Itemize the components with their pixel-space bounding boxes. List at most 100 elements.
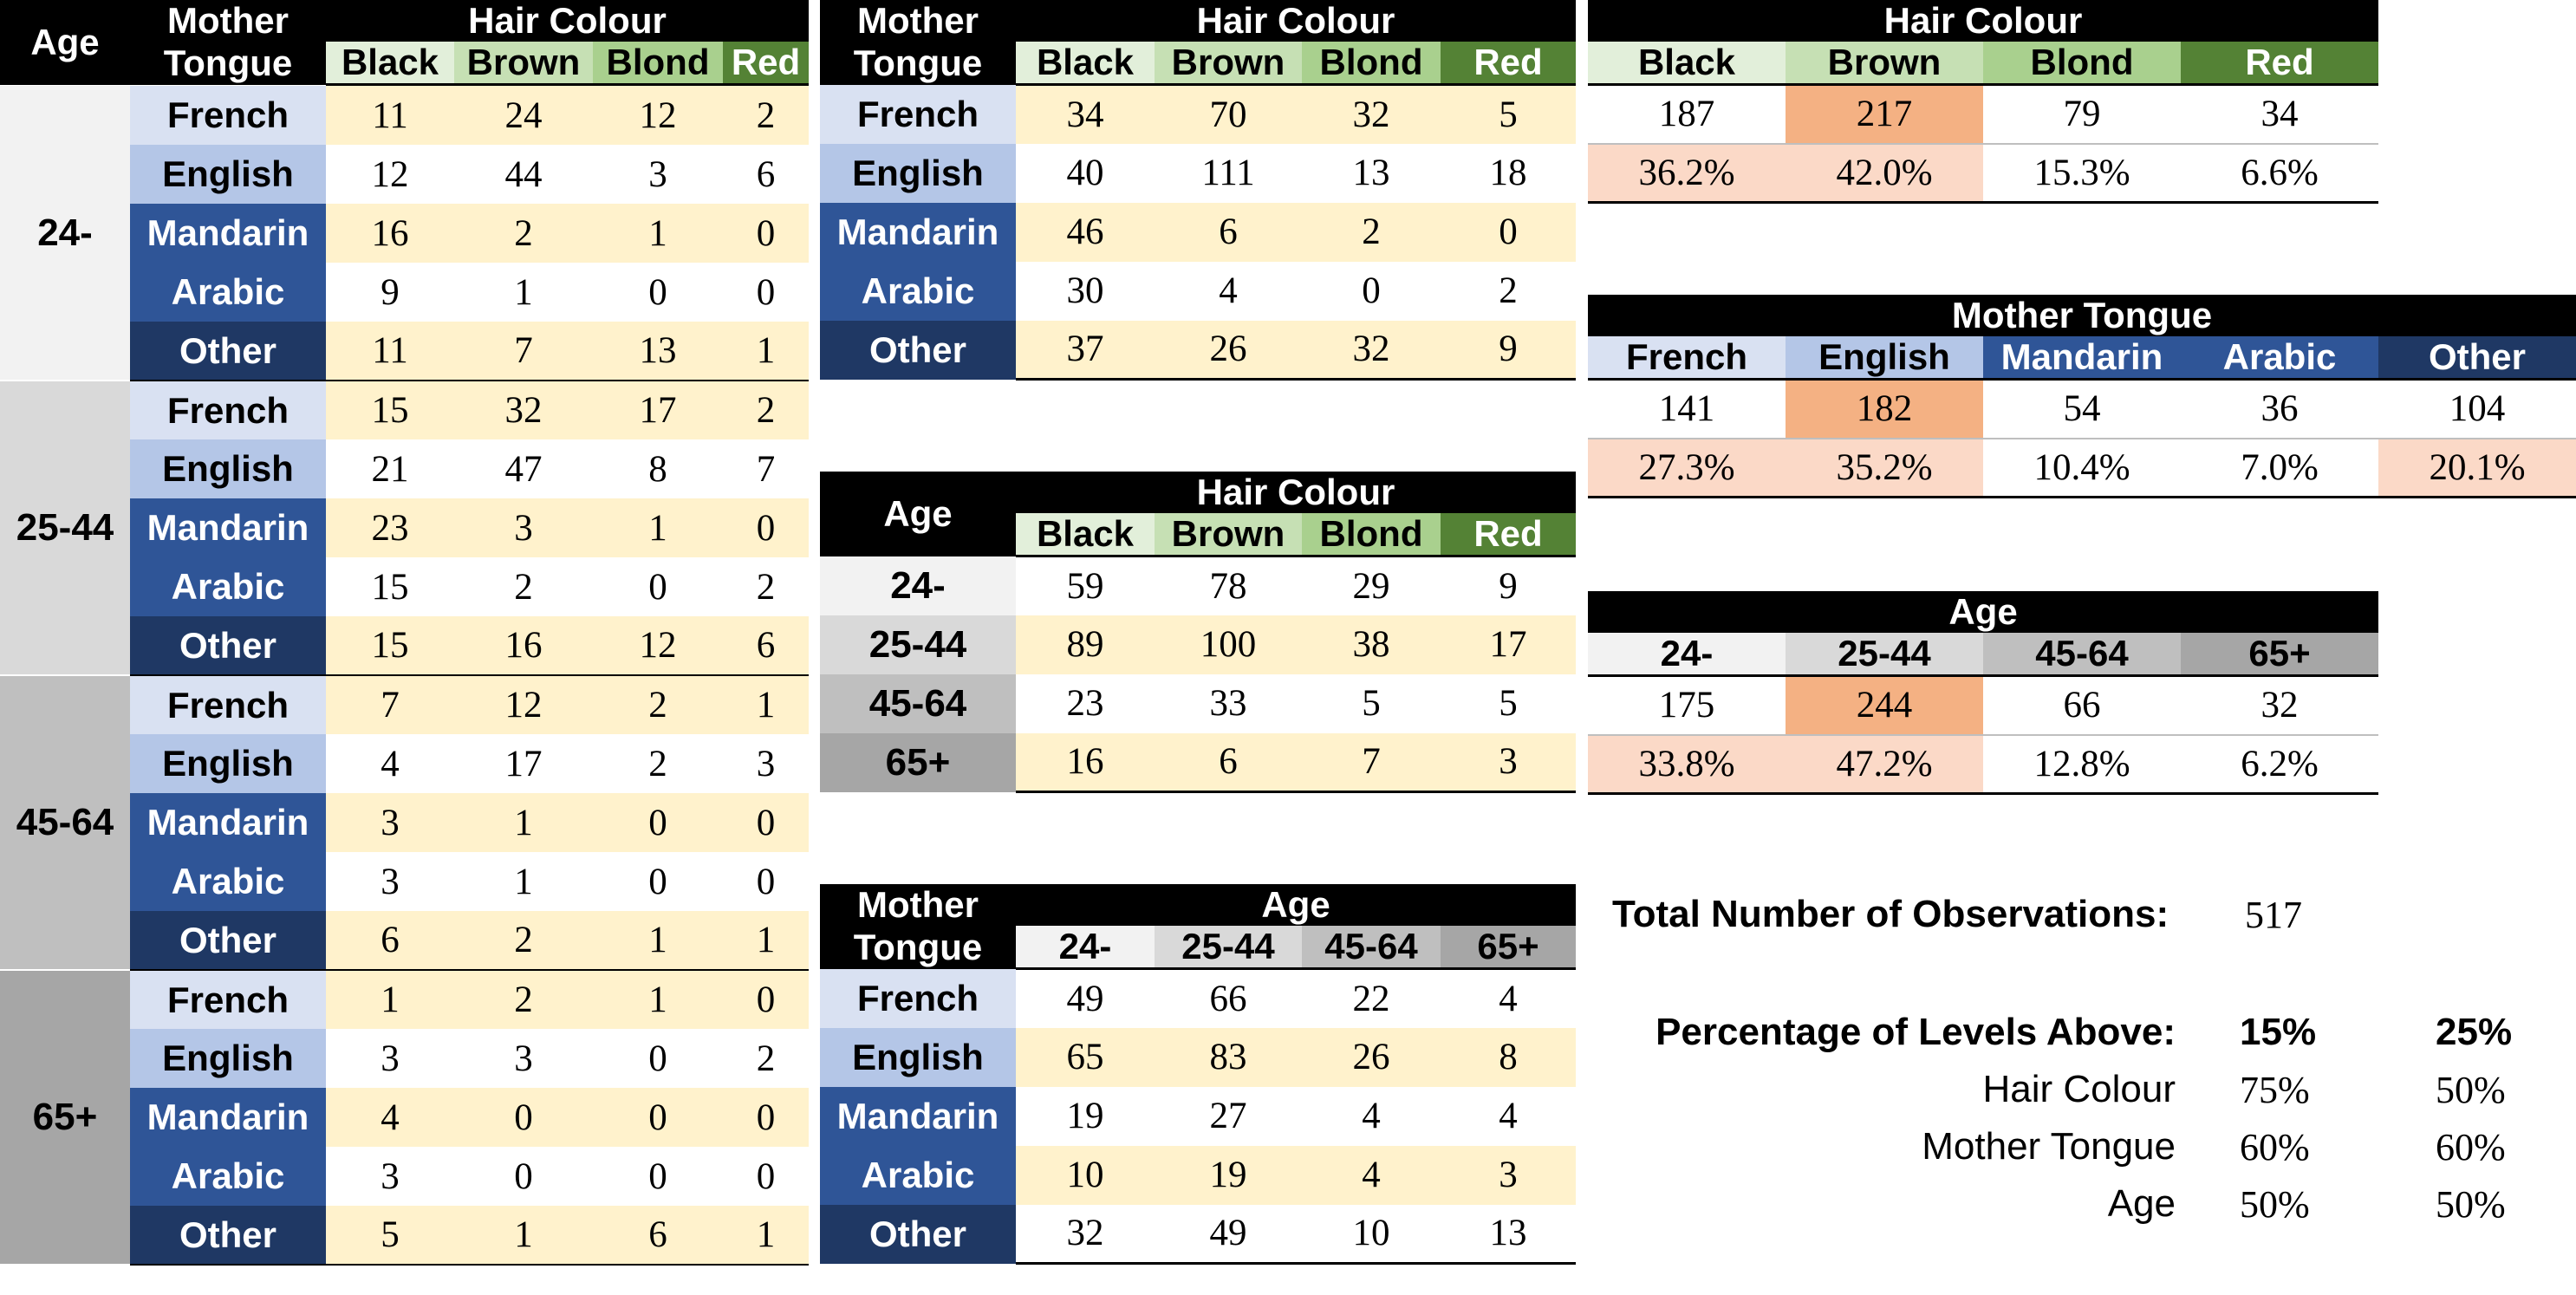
mother-tongue-header-line2: Tongue	[820, 42, 1016, 85]
total-header-arabic: Arabic	[2181, 336, 2378, 381]
cell-value: 6	[593, 1206, 723, 1266]
table-row: Mandarin 19 27 4 4	[820, 1086, 1576, 1146]
row-label-arabic: Arabic	[130, 557, 326, 616]
cell-value: 16	[1016, 732, 1155, 793]
hair-colour-header: Hair Colour	[1016, 0, 1576, 42]
age-count-45-64: 66	[1983, 675, 2181, 736]
cell-value: 4	[326, 1088, 454, 1147]
row-label-arabic: Arabic	[130, 852, 326, 911]
table-row: Other 32 49 10 13	[820, 1204, 1577, 1265]
cell-value: 9	[1441, 320, 1576, 381]
cell-value: 2	[1302, 202, 1441, 262]
table-row: Arabic 10 19 4 3	[820, 1145, 1577, 1205]
cell-value: 4	[1302, 1145, 1441, 1205]
age-pct-65: 6.2%	[2181, 734, 2379, 795]
col-header-age-65: 65+	[1441, 926, 1577, 970]
col-header-blond: Blond	[1302, 513, 1441, 557]
row-label-mandarin: Mandarin	[820, 202, 1016, 262]
cell-value: 0	[593, 793, 723, 852]
cell-value: 33	[1209, 683, 1247, 724]
table-row: Mandarin 3 1 0 0	[0, 793, 809, 852]
tongue-pct-french: 27.3%	[1588, 438, 1786, 498]
total-header-age-65: 65+	[2181, 633, 2379, 677]
cell-value: 1	[593, 204, 723, 263]
cell-value: 0	[1362, 270, 1381, 311]
col-header-blond: Blond	[593, 42, 723, 86]
hair-pct-brown: 42.0%	[1786, 143, 1983, 204]
row-label-english: English	[130, 145, 326, 204]
cell-value: 3	[381, 861, 400, 902]
cell-value: 1	[593, 911, 723, 971]
cell-value: 0	[648, 861, 667, 902]
hair-count-brown: 217	[1786, 84, 1983, 145]
cell-value: 0	[756, 271, 776, 313]
cell-value: 12	[593, 616, 723, 676]
cell-value: 18	[1489, 153, 1527, 193]
table-row: 45-64 23 33 5 5	[820, 674, 1576, 733]
col-header-brown: Brown	[1155, 42, 1302, 86]
table-row: 45-64 French 7 12 2 1	[0, 675, 809, 971]
mother-tongue-header-line2: Tongue	[130, 42, 326, 85]
cell-value: 44	[504, 153, 543, 195]
age-count-25-44: 244	[1786, 675, 1983, 736]
table-row: Mandarin 16 2 1 0	[0, 204, 809, 263]
hair-colour-totals: Hair Colour Black Brown Blond Red 187 21…	[1588, 0, 2378, 204]
cell-value: 0	[1441, 202, 1576, 262]
table-row: English 21 47 8 7	[0, 439, 809, 498]
mother-tongue-header-line1: Mother	[820, 884, 1016, 926]
total-header-other: Other	[2378, 336, 2576, 381]
row-label-french: French	[820, 968, 1016, 1028]
age-pct-25-44: 47.2%	[1786, 734, 1983, 795]
cell-value: 46	[1016, 202, 1155, 262]
cell-value: 4	[381, 743, 400, 784]
cell-value: 83	[1155, 1027, 1302, 1087]
cell-value: 12	[593, 86, 723, 145]
cell-value: 6	[756, 153, 776, 195]
summary-label-hair-colour: Hair Colour	[1982, 1068, 2176, 1110]
col-header-age-24: 24-	[1016, 926, 1155, 970]
cell-value: 6	[1155, 202, 1302, 262]
cell-value: 1	[514, 861, 533, 902]
row-label-english: English	[820, 1027, 1016, 1087]
cell-value: 4	[1219, 270, 1238, 311]
table-row: 25-44 89 100 38 17	[820, 615, 1576, 674]
cell-value: 1	[514, 271, 533, 313]
threshold-25: 25%	[2436, 1011, 2513, 1053]
table-row: Other 15 16 12 6	[0, 616, 809, 676]
table-row: Arabic 15 2 0 2	[0, 557, 809, 616]
col-header-age-45-64: 45-64	[1302, 926, 1441, 970]
table-row: 65+ 16 6 7 3	[820, 732, 1576, 793]
cell-value: 21	[371, 448, 409, 490]
total-header-age-45-64: 45-64	[1983, 633, 2181, 677]
cell-value: 32	[454, 381, 593, 439]
tongue-count-mandarin: 54	[1983, 379, 2181, 439]
total-header-blond: Blond	[1983, 42, 2181, 86]
hair-pct-black: 36.2%	[1588, 143, 1786, 204]
cell-value: 0	[648, 566, 667, 608]
age-group-label-24: 24-	[0, 86, 130, 381]
hair-pct-red: 6.6%	[2181, 143, 2378, 204]
cell-value: 3	[648, 153, 667, 195]
cell-value: 26	[1302, 1027, 1441, 1087]
col-header-red: Red	[1441, 513, 1576, 557]
cell-value: 3	[454, 498, 593, 557]
tongue-pct-arabic: 7.0%	[2181, 438, 2378, 498]
summary-hair-25: 50%	[2436, 1069, 2506, 1111]
cell-value: 9	[1499, 565, 1518, 607]
summary-tongue-25: 60%	[2436, 1126, 2506, 1168]
age-count-65: 32	[2181, 675, 2379, 736]
tongue-pct-mandarin: 10.4%	[1983, 438, 2181, 498]
cell-value: 6	[723, 616, 809, 676]
age-group-label-65: 65+	[0, 970, 130, 1266]
tongue-pct-english: 35.2%	[1786, 438, 1983, 498]
cell-value: 1	[593, 970, 723, 1029]
row-label-mandarin: Mandarin	[130, 498, 326, 557]
main-contingency-table: Age Mother Hair Colour Tongue Black Brow…	[0, 0, 809, 1266]
summary-label-age: Age	[2107, 1182, 2176, 1225]
cell-value: 47	[504, 448, 543, 490]
table-row: Mandarin 23 3 1 0	[0, 498, 809, 557]
cell-value: 6	[326, 911, 454, 971]
total-header-brown: Brown	[1786, 42, 1983, 86]
table-row: 24- 59 78 29 9	[820, 556, 1576, 615]
mother-tongue-header-line2: Tongue	[820, 926, 1016, 969]
